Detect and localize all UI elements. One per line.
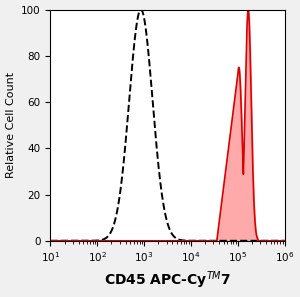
Y-axis label: Relative Cell Count: Relative Cell Count xyxy=(6,72,16,178)
X-axis label: CD45 APC-Cy$^{TM}$7: CD45 APC-Cy$^{TM}$7 xyxy=(104,270,231,291)
